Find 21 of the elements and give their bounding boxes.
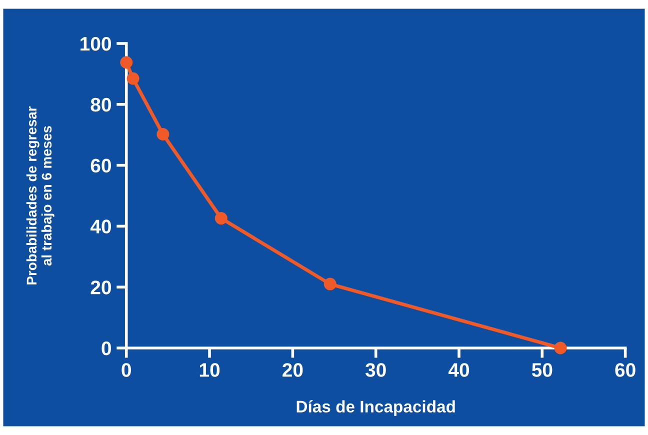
x-tick-label: 0	[122, 363, 131, 377]
x-tick-label: 10	[200, 363, 220, 377]
y-tick-label: 60	[90, 158, 111, 173]
x-tick-label: 40	[448, 363, 470, 377]
point	[554, 342, 567, 354]
point	[214, 212, 228, 225]
x-tick-label: 50	[532, 363, 552, 377]
y-tick-label: 20	[90, 280, 111, 294]
x-tick-label: 20	[282, 363, 303, 377]
y-tick-label: 100	[80, 36, 111, 51]
point	[156, 128, 170, 140]
point	[324, 278, 336, 290]
point	[126, 72, 140, 85]
x-tick-label: 60	[615, 363, 636, 377]
y-axis-title: Probabilidades de regresar al trabajo en 6 meses	[26, 106, 54, 284]
y-tick-label: 0	[102, 341, 111, 356]
x-axis-title: Días de Incapacidad	[296, 400, 455, 416]
x-tick-label: 30	[365, 363, 386, 377]
y-tick-label: 40	[90, 220, 111, 234]
point	[120, 56, 133, 69]
y-tick-label: 80	[90, 98, 111, 112]
